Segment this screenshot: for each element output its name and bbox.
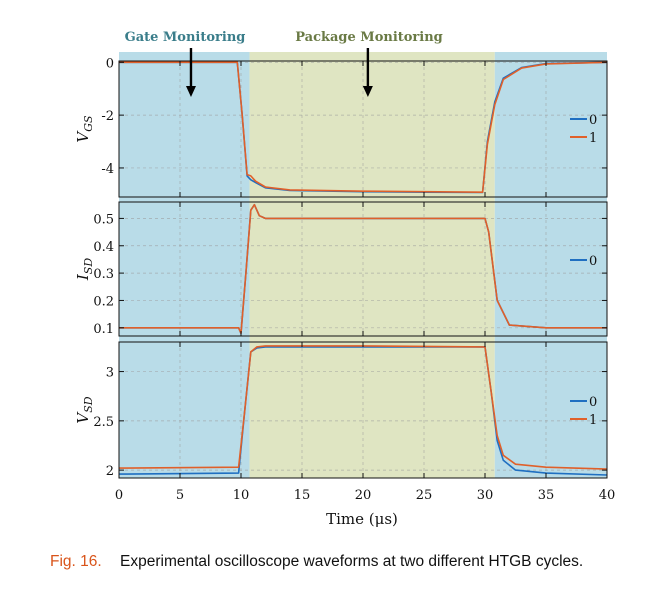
legend-label-0-0: 0: [589, 113, 597, 128]
xtick-label-6: 30: [477, 488, 494, 503]
ylabel-panel-1: ISD: [74, 258, 95, 281]
xtick-label-3: 15: [294, 488, 311, 503]
package-monitoring-title: Package Monitoring: [295, 30, 443, 45]
xtick-label-1: 5: [176, 488, 184, 503]
annotation-arrows: [185, 48, 373, 97]
region-0: [119, 52, 250, 478]
xtick-label-0: 0: [115, 488, 123, 503]
ylabel-panel-0: VGS: [74, 115, 95, 143]
ytick-label-2-2: 3: [106, 366, 114, 381]
ytick-label-2-0: 2: [106, 464, 114, 479]
arrow-head-1: [362, 86, 373, 97]
legend-label-2-0: 0: [589, 395, 597, 410]
arrow-head-0: [185, 86, 196, 97]
background-regions: [119, 52, 607, 478]
legend-label-2-1: 1: [589, 413, 597, 428]
ytick-label-1-4: 0.5: [93, 212, 114, 227]
axes-frames: [118, 60, 608, 479]
ytick-label-1-2: 0.3: [93, 267, 114, 282]
region-2: [494, 52, 607, 478]
xtick-label-2: 10: [233, 488, 250, 503]
figure-caption: Fig. 16. Experimental oscilloscope wavef…: [50, 552, 640, 572]
gate-monitoring-title: Gate Monitoring: [125, 30, 246, 45]
legend-label-0-1: 1: [589, 131, 597, 146]
xtick-label-4: 20: [355, 488, 372, 503]
legends: 0 1 0 0 1: [570, 113, 597, 428]
xtick-label-7: 35: [538, 488, 555, 503]
caption-text: Experimental oscilloscope waveforms at t…: [120, 553, 584, 570]
ylabel-panel-2: VSD: [74, 396, 95, 423]
ytick-label-0-1: -2: [101, 109, 114, 124]
ytick-label-0-2: -4: [101, 162, 114, 177]
legend-label-1-0: 0: [589, 254, 597, 269]
ytick-label-2-1: 2.5: [93, 415, 114, 430]
xtick-label-5: 25: [416, 488, 433, 503]
caption-label: Fig. 16.: [50, 553, 102, 570]
series-1-panel-1: [119, 203, 607, 335]
ytick-label-1-3: 0.4: [93, 240, 114, 255]
ytick-label-1-0: 0.1: [93, 322, 114, 337]
xtick-label-8: 40: [599, 488, 616, 503]
series-1-panel-0: [119, 61, 608, 193]
ytick-label-0-0: 0: [106, 56, 114, 71]
x-axis-label: Time (μs): [326, 510, 398, 528]
grid-lines: [119, 61, 607, 478]
ytick-label-1-1: 0.2: [93, 294, 114, 309]
region-1: [249, 52, 495, 478]
